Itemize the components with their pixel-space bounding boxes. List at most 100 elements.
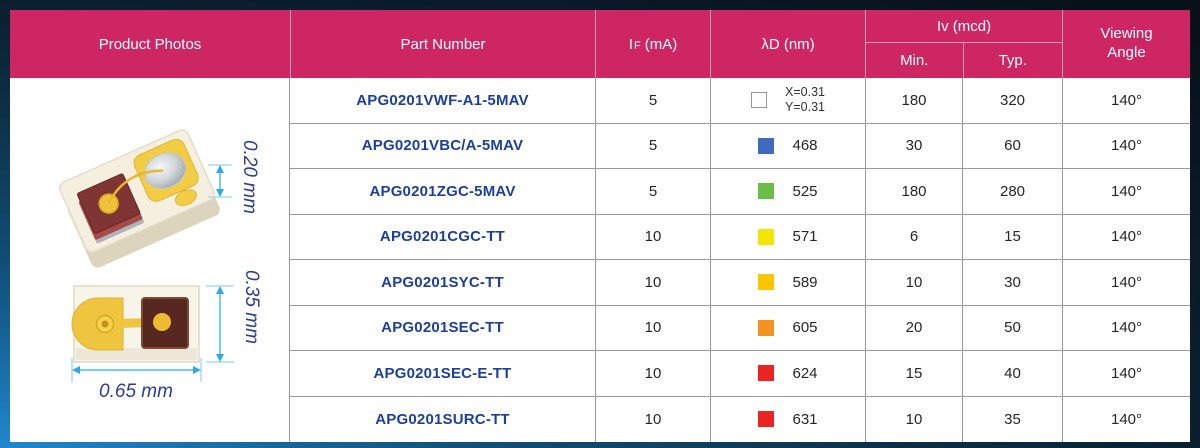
iv-typ-cell: 320 <box>962 78 1062 123</box>
header-forward-current: I F (mA) <box>595 10 710 78</box>
wavelength-cell: 525 <box>710 169 865 214</box>
dimension-020-label: 0.20 mm <box>239 140 260 214</box>
if-cell: 5 <box>595 78 710 123</box>
part-number: APG0201CGC-TT <box>379 228 506 246</box>
iv-typ-cell: 280 <box>962 169 1062 214</box>
led-product-illustration: 0.20 mm <box>59 129 262 402</box>
wavelength-cell: 631 <box>710 396 865 442</box>
viewing-angle-cell: 140° <box>1062 123 1190 168</box>
part-number: APG0201VBC/A-5MAV <box>361 137 524 155</box>
header-part-number: Part Number <box>290 10 595 78</box>
viewing-angle-line2: Angle <box>1107 44 1146 61</box>
wavelength-cell: 624 <box>710 351 865 396</box>
header-iv-typ: Typ. <box>962 43 1063 78</box>
part-number: APG0201SEC-TT <box>381 319 504 337</box>
led-spec-table: Product Photos Part Number I F (mA) λD (nm… <box>10 10 1190 442</box>
part-number-cell: APG0201VBC/A-5MAV <box>290 124 595 169</box>
table-row: APG0201SEC-TT 10 605 20 50 140° <box>290 305 1190 351</box>
viewing-angle-cell: 140° <box>1062 169 1190 214</box>
color-swatch-red <box>758 411 775 428</box>
wavelength-cell: 605 <box>710 305 865 350</box>
iv-min-cell: 180 <box>865 78 962 123</box>
led-photo-topview: 0.35 mm 0.65 mm <box>71 270 262 402</box>
table-row: APG0201SEC-E-TT 10 624 15 40 140° <box>290 351 1190 397</box>
color-swatch-red <box>758 365 775 382</box>
iv-min-cell: 15 <box>865 351 962 396</box>
part-number-cell: APG0201CGC-TT <box>290 215 595 260</box>
wavelength-cell: X=0.31 Y=0.31 <box>710 78 865 123</box>
viewing-angle-cell: 140° <box>1062 305 1190 350</box>
color-swatch-green <box>758 183 775 200</box>
iv-min-cell: 20 <box>865 305 962 350</box>
iv-typ-cell: 40 <box>962 351 1062 396</box>
table-body: 0.20 mm <box>10 78 1190 442</box>
part-number: APG0201SEC-E-TT <box>373 364 512 382</box>
if-cell: 5 <box>595 123 710 168</box>
color-swatch-white <box>751 92 768 109</box>
iv-typ-cell: 30 <box>962 260 1062 305</box>
if-symbol: I <box>628 35 633 53</box>
dimension-035-label: 0.35 mm <box>241 270 262 344</box>
table-row: APG0201SURC-TT 10 631 10 35 140° <box>290 396 1190 443</box>
wavelength-cell: 589 <box>710 260 865 305</box>
viewing-angle-cell: 140° <box>1062 396 1190 442</box>
part-number-cell: APG0201SEC-E-TT <box>290 351 595 396</box>
part-number: APG0201ZGC-5MAV <box>369 182 516 200</box>
iv-typ-cell: 35 <box>962 396 1062 442</box>
viewing-angle-cell: 140° <box>1062 351 1190 396</box>
color-swatch-amber <box>758 274 775 291</box>
table-row: APG0201SYC-TT 10 589 10 30 140° <box>290 260 1190 306</box>
part-number-cell: APG0201SYC-TT <box>290 260 595 305</box>
dimension-065-label: 0.65 mm <box>99 381 173 402</box>
if-cell: 10 <box>595 214 710 259</box>
iv-min-cell: 6 <box>865 214 962 259</box>
part-number-cell: APG0201SURC-TT <box>290 397 595 443</box>
table-header-row: Product Photos Part Number I F (mA) λD (nm… <box>10 10 1190 78</box>
iv-typ-cell: 15 <box>962 214 1062 259</box>
table-row: APG0201ZGC-5MAV 5 525 180 280 140° <box>290 169 1190 215</box>
led-photo-isometric: 0.20 mm <box>59 129 260 268</box>
if-subscript: F <box>633 39 641 52</box>
table-row: APG0201VWF-A1-5MAV 5 X=0.31 Y=0.31 180 32… <box>290 78 1190 124</box>
viewing-angle-cell: 140° <box>1062 214 1190 259</box>
header-viewing-angle: Viewing Angle <box>1062 10 1190 78</box>
if-cell: 10 <box>595 305 710 350</box>
part-number-cell: APG0201SEC-TT <box>290 306 595 351</box>
color-swatch-blue <box>758 137 775 154</box>
header-iv-min: Min. <box>900 52 929 69</box>
color-swatch-yellow <box>758 228 775 245</box>
iv-min-cell: 180 <box>865 169 962 214</box>
table-rows: APG0201VWF-A1-5MAV 5 X=0.31 Y=0.31 180 32… <box>290 78 1190 442</box>
header-product-photos: Product Photos <box>98 35 202 53</box>
viewing-angle-cell: 140° <box>1062 260 1190 305</box>
header-luminous-intensity-group: Iv (mcd) Min. Typ. <box>865 10 1062 78</box>
chromaticity-coords: X=0.31 Y=0.31 <box>785 85 825 115</box>
part-number: APG0201SYC-TT <box>381 273 504 291</box>
iv-min-cell: 10 <box>865 396 962 442</box>
table-row: APG0201VBC/A-5MAV 5 468 30 60 140° <box>290 123 1190 169</box>
if-cell: 10 <box>595 396 710 442</box>
part-number-cell: APG0201ZGC-5MAV <box>290 169 595 214</box>
iv-typ-cell: 50 <box>962 305 1062 350</box>
viewing-angle-line1: Viewing <box>1100 25 1153 43</box>
part-number: APG0201VWF-A1-5MAV <box>356 91 529 109</box>
header-iv-subrow: Min. Typ. <box>866 43 1062 78</box>
iv-min-cell: 30 <box>865 123 962 168</box>
if-cell: 5 <box>595 169 710 214</box>
if-cell: 10 <box>595 260 710 305</box>
if-unit: (mA) <box>644 35 678 53</box>
product-photos-cell: 0.20 mm <box>10 78 290 442</box>
table-row: APG0201CGC-TT 10 571 6 15 140° <box>290 214 1190 260</box>
part-number: APG0201SURC-TT <box>375 410 510 428</box>
viewing-angle-cell: 140° <box>1062 78 1190 123</box>
iv-min-cell: 10 <box>865 260 962 305</box>
wavelength-cell: 468 <box>710 123 865 168</box>
wavelength-cell: 571 <box>710 214 865 259</box>
header-dominant-wavelength: λD (nm) <box>710 10 865 78</box>
iv-typ-cell: 60 <box>962 123 1062 168</box>
part-number-cell: APG0201VWF-A1-5MAV <box>290 78 595 123</box>
if-cell: 10 <box>595 351 710 396</box>
color-swatch-orange <box>758 319 775 336</box>
dimension-035-arrow <box>206 285 234 363</box>
